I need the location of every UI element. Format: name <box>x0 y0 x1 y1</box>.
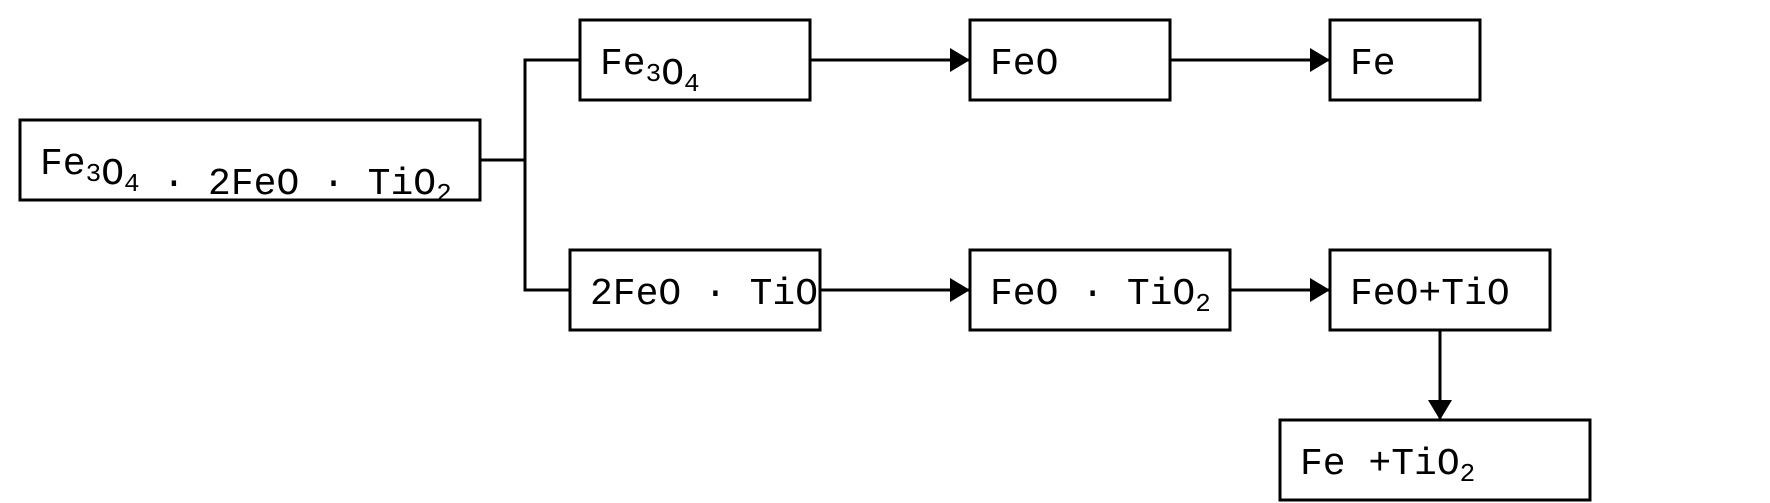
node-label-twoFeO: 2FeO · TiO <box>590 273 818 316</box>
node-label-feo1: FeO <box>990 43 1058 86</box>
flowchart-diagram: Fe3O4 · 2FeO · TiO2Fe3O4FeOFe2FeO · TiOF… <box>0 0 1770 503</box>
node-label-feoTio: FeO+TiO <box>1350 273 1510 316</box>
node-label-fe: Fe <box>1350 43 1396 86</box>
node-label-final: Fe +TiO2 <box>1300 443 1475 489</box>
connector-line <box>480 60 580 160</box>
connector-line <box>480 160 570 290</box>
node-label-feoTiO2: FeO · TiO2 <box>990 273 1211 319</box>
